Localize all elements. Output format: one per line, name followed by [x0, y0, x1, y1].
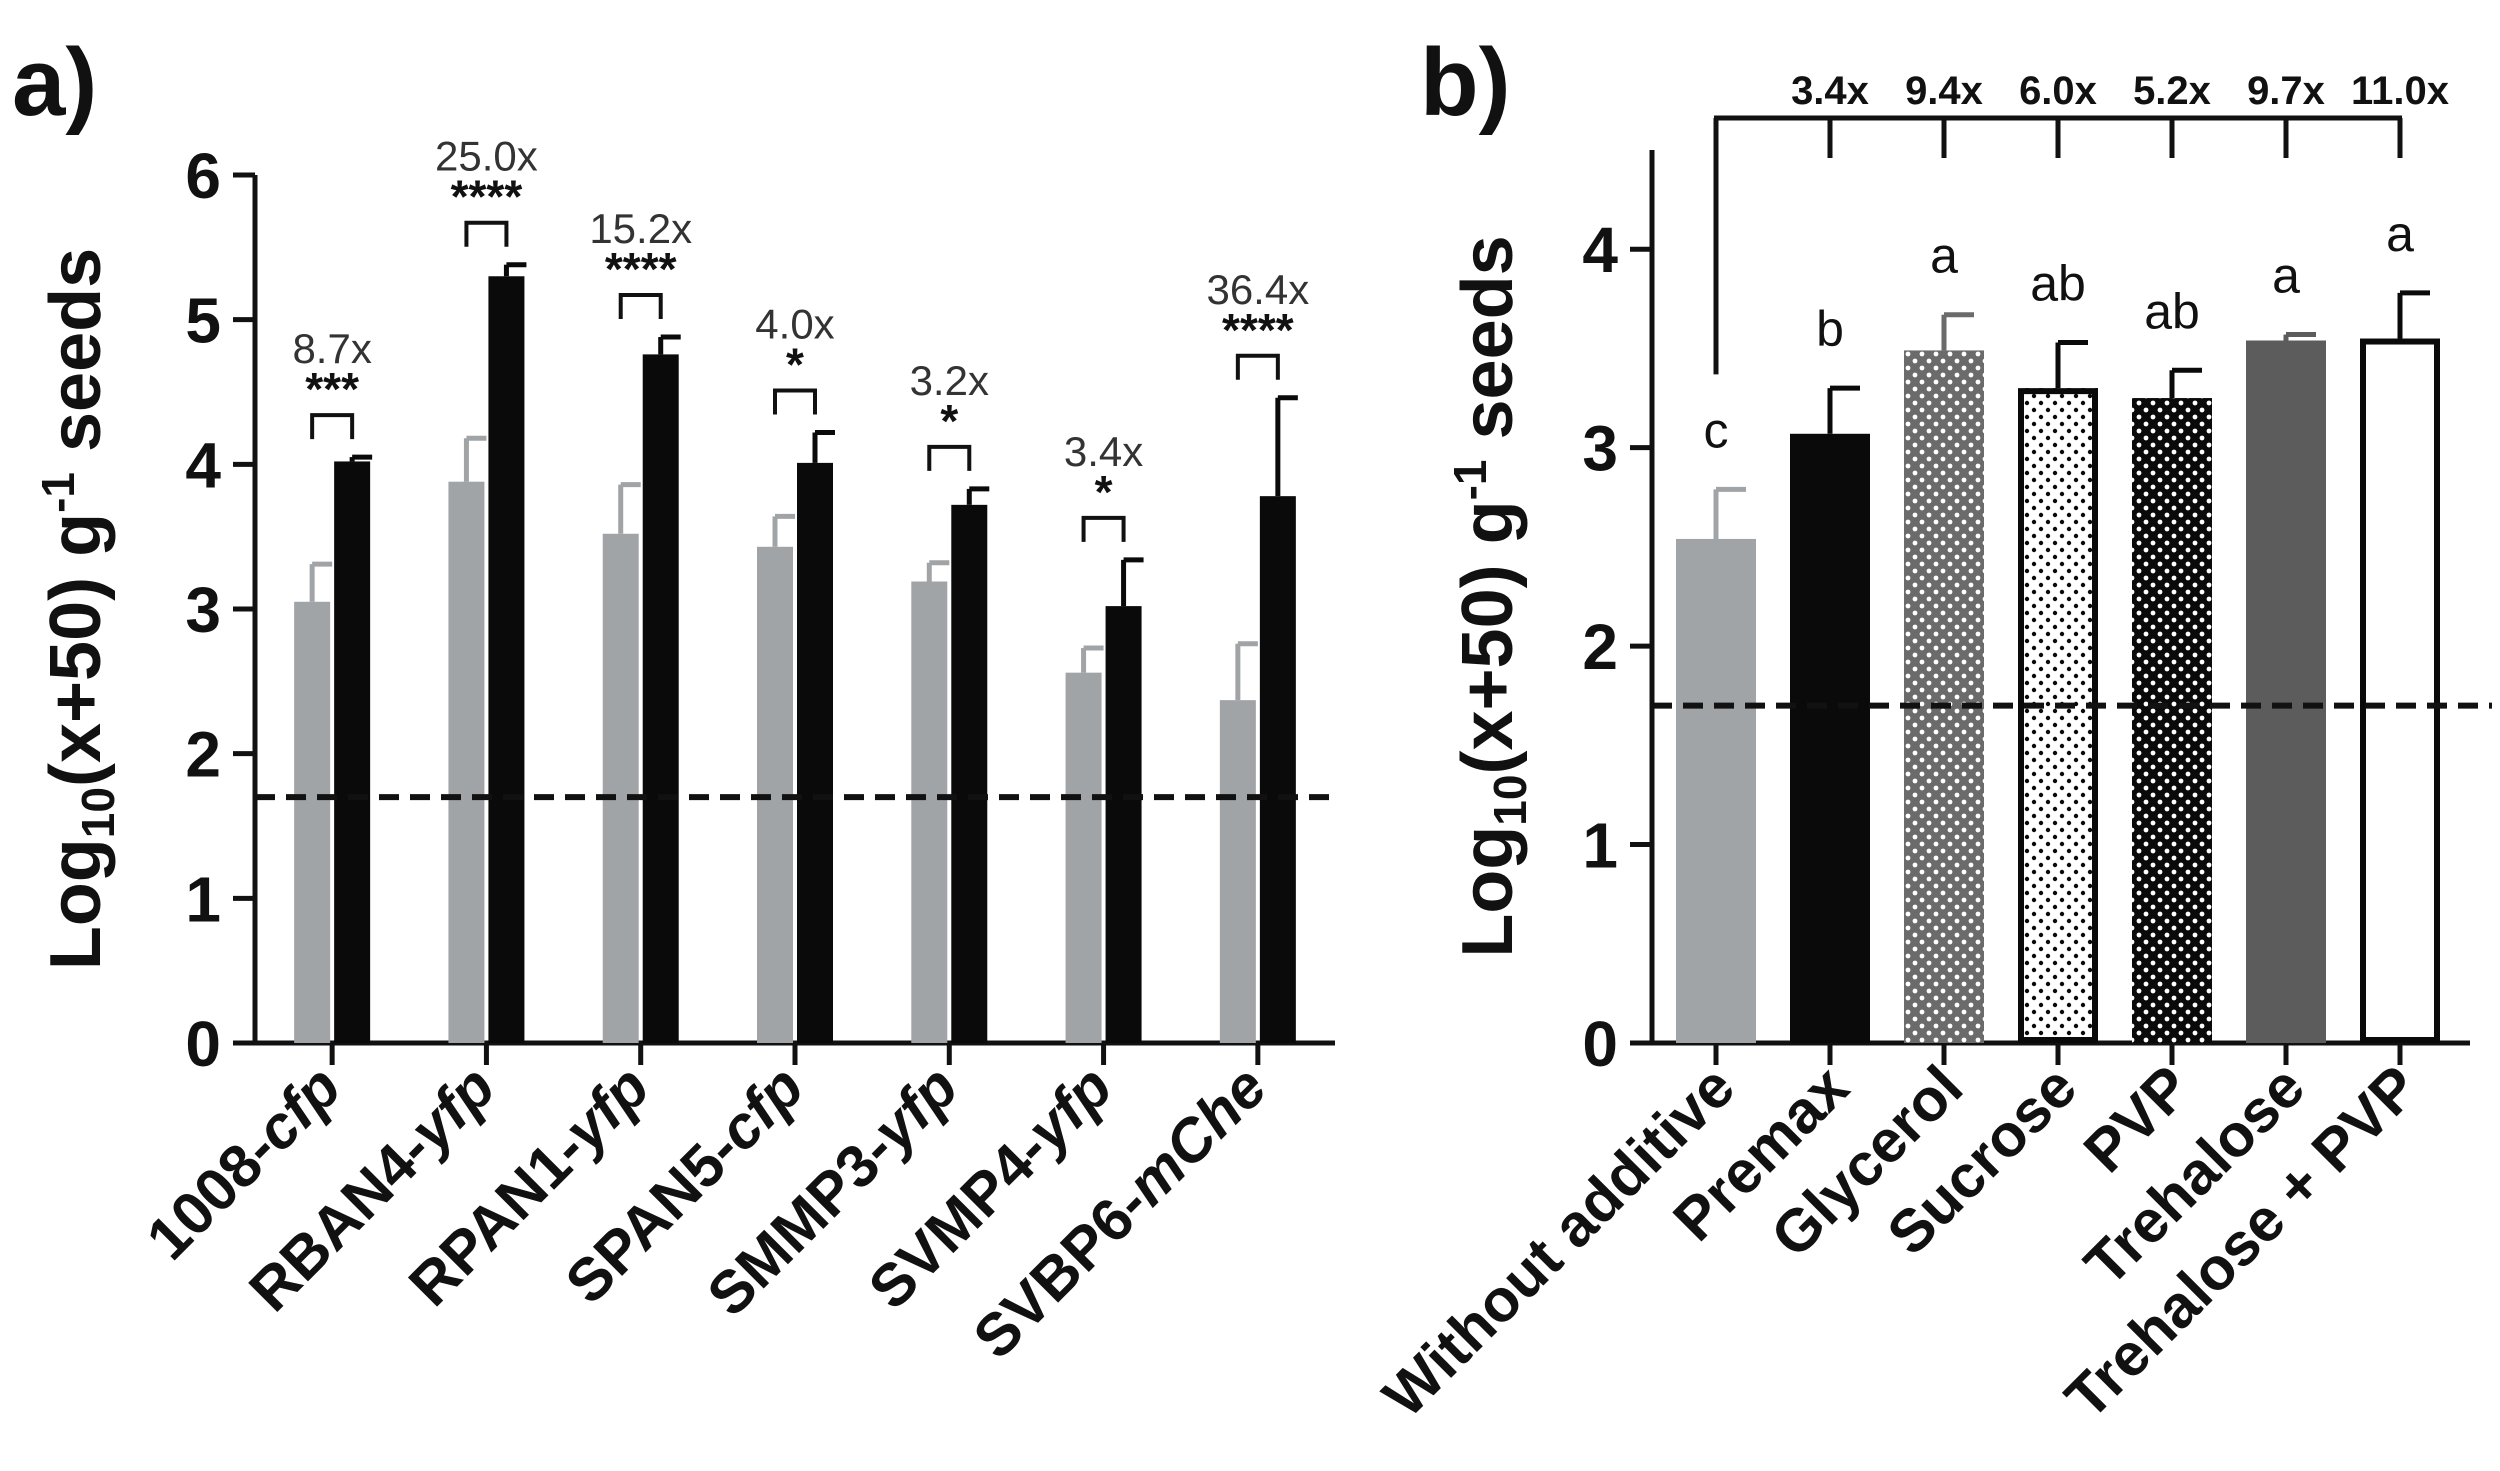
- category-label-b: Without additive: [1370, 1053, 1747, 1430]
- bar-a-black: [1259, 496, 1296, 1043]
- significance-a: ****: [605, 243, 677, 295]
- bar-a-grey: [448, 481, 485, 1043]
- significance-a: ***: [305, 363, 359, 415]
- fold-change-b: 3.4x: [1791, 69, 1869, 113]
- significance-a: *: [940, 395, 958, 447]
- y-tick-label-a: 1: [185, 863, 221, 935]
- bar-a-grey: [1065, 672, 1102, 1043]
- fold-change-a: 15.2x: [589, 205, 692, 252]
- significance-a: *: [1095, 466, 1113, 518]
- fold-change-b: 11.0x: [2351, 69, 2449, 113]
- significance-a: ****: [451, 171, 523, 223]
- fold-change-a: 25.0x: [435, 133, 538, 180]
- bar-b: [1676, 538, 1756, 1043]
- significance-bracket-a: [618, 293, 663, 320]
- bar-outline-b: [2360, 338, 2440, 1043]
- y-tick-label-a: 6: [185, 140, 221, 212]
- fold-change-a: 4.0x: [755, 301, 834, 348]
- significance-letter-b: c: [1704, 402, 1729, 458]
- panel-b-label: b): [1420, 29, 1511, 136]
- significance-bracket-a: [1081, 515, 1126, 542]
- bar-b: [2360, 338, 2440, 1043]
- bar-a-black: [797, 462, 833, 1043]
- bar-pattern-b: [1904, 350, 1984, 1043]
- significance-a: *: [786, 339, 804, 391]
- bar-a-black: [334, 461, 371, 1043]
- fold-change-b: 9.7x: [2247, 69, 2325, 113]
- panel-a-label: a): [12, 29, 97, 136]
- y-tick-label-b: 0: [1582, 1008, 1618, 1080]
- fold-change-a: 3.4x: [1064, 428, 1143, 475]
- bar-a-black: [488, 276, 525, 1043]
- bar-b: [1790, 433, 1870, 1044]
- significance-bracket-a: [310, 413, 355, 440]
- y-axis-title-a: Log10(x+50) g-1 seeds: [32, 248, 124, 970]
- bar-b: [2246, 340, 2326, 1043]
- y-tick-label-a: 5: [185, 285, 221, 357]
- significance-letter-b: a: [2272, 248, 2300, 304]
- significance-letter-b: ab: [2030, 255, 2086, 311]
- significance-a: ****: [1222, 304, 1294, 356]
- significance-letter-b: ab: [2144, 283, 2200, 339]
- bar-a-black: [642, 354, 679, 1043]
- fold-change-a: 8.7x: [292, 325, 371, 372]
- y-tick-label-a: 2: [185, 719, 221, 791]
- significance-letter-b: b: [1816, 301, 1844, 357]
- significance-bracket-a: [927, 444, 972, 471]
- y-tick-label-b: 4: [1582, 214, 1618, 286]
- y-tick-label-a: 3: [185, 574, 221, 646]
- fold-change-b: 9.4x: [1905, 69, 1983, 113]
- bar-pattern-b: [2132, 398, 2212, 1043]
- bar-a-black: [1105, 606, 1142, 1043]
- y-tick-label-a: 4: [185, 429, 221, 501]
- bar-a-grey: [1219, 700, 1256, 1043]
- significance-bracket-a: [464, 220, 509, 247]
- fold-change-b: 5.2x: [2133, 69, 2211, 113]
- significance-letter-b: a: [2386, 206, 2414, 262]
- bar-a-black: [951, 504, 988, 1044]
- significance-bracket-a: [773, 388, 817, 415]
- y-tick-label-b: 1: [1582, 810, 1618, 882]
- chart-b: 0 1 2 3 4 Log10(x+50) g-1 seeds c Without addit…: [1370, 69, 2492, 1432]
- fold-change-b: 6.0x: [2019, 69, 2097, 113]
- bar-pattern-b: [2018, 388, 2098, 1044]
- significance-letter-b: a: [1930, 228, 1958, 284]
- y-axis-title-b: Log10(x+50) g-1 seeds: [1444, 235, 1536, 957]
- y-tick-label-a: 0: [185, 1008, 221, 1080]
- fold-change-a: 36.4x: [1206, 266, 1309, 313]
- y-tick-label-b: 3: [1582, 413, 1618, 485]
- bar-a-grey: [602, 533, 639, 1043]
- bar-a-grey: [911, 581, 948, 1043]
- bar-a-grey: [294, 601, 331, 1043]
- significance-bracket-a: [1235, 353, 1280, 380]
- bar-outline-b: [2018, 388, 2098, 1043]
- y-tick-label-b: 2: [1582, 611, 1618, 683]
- fold-change-a: 3.2x: [910, 357, 989, 404]
